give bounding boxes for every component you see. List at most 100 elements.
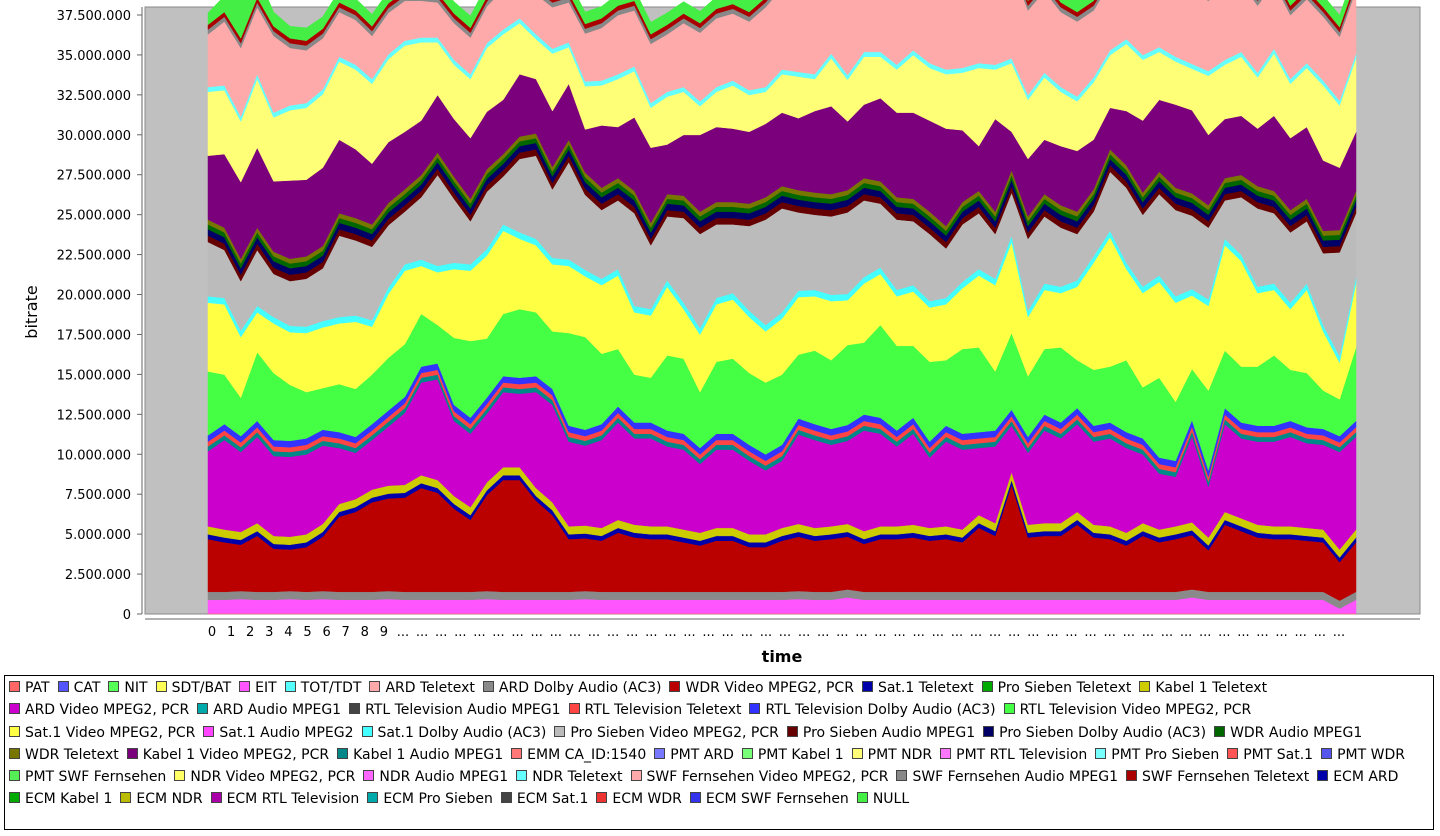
legend-swatch [239, 681, 251, 692]
legend-swatch [9, 747, 20, 759]
x-tick-label: ... [1142, 625, 1154, 640]
legend-item: WDR Audio MPEG1 [1214, 722, 1362, 744]
x-tick-label: 9 [380, 625, 388, 640]
x-tick-label: ... [1084, 625, 1096, 640]
legend-item: EIT [239, 677, 277, 699]
legend-label: WDR Teletext [25, 746, 119, 763]
legend-label: PMT RTL Television [956, 746, 1088, 763]
legend-item: RTL Television Audio MPEG1 [349, 699, 561, 721]
legend-swatch [856, 792, 868, 804]
legend-swatch [120, 792, 132, 804]
legend-swatch [568, 703, 580, 715]
legend-label: WDR Audio MPEG1 [1230, 724, 1363, 741]
x-tick-label: ... [798, 625, 810, 640]
x-tick-label: ... [1294, 625, 1306, 640]
legend-item: ECM Sat.1 [500, 788, 589, 810]
legend-item: PMT NDR [851, 744, 932, 766]
legend: PAT CAT NIT SDT/BAT EIT TOT/TDT ARD Teletext AR… [4, 675, 1434, 830]
x-tick-label: ... [683, 625, 695, 640]
y-tick-label: 17.500.000 [57, 328, 131, 343]
legend-swatch [983, 725, 995, 737]
x-tick-label: 1 [227, 625, 235, 640]
x-tick-label: ... [1065, 625, 1077, 640]
x-tick-label: ... [1027, 625, 1039, 640]
legend-item: Sat.1 Audio MPEG2 [203, 722, 354, 744]
x-axis: 0 1 2 3 4 5 6 7 8 9..............................… [145, 618, 1420, 640]
legend-swatch [284, 681, 296, 692]
legend-item: TOT/TDT [284, 677, 362, 699]
legend-item: Kabel 1 Teletext [1139, 677, 1267, 699]
legend-swatch [1317, 770, 1329, 782]
x-tick-label: ... [912, 625, 924, 640]
legend-label: PMT ARD [670, 746, 734, 763]
x-tick-label: ... [1161, 625, 1173, 640]
legend-label: RTL Television Teletext [584, 702, 742, 719]
legend-label: Pro Sieben Audio MPEG1 [802, 724, 976, 741]
legend-swatch [940, 747, 952, 759]
x-tick-label: ... [741, 625, 753, 640]
x-tick-label: ... [721, 625, 733, 640]
y-axis-label: bitrate [22, 285, 41, 338]
legend-swatch [1321, 747, 1333, 759]
x-tick-label: ... [626, 625, 638, 640]
legend-swatch [9, 770, 20, 782]
x-tick-label: ... [473, 625, 485, 640]
x-tick-label: ... [1256, 625, 1268, 640]
legend-item: NDR Audio MPEG1 [363, 766, 508, 788]
x-tick-label: ... [1046, 625, 1058, 640]
x-tick-label: ... [779, 625, 791, 640]
legend-label: ECM RTL Television [226, 791, 360, 808]
legend-label: SWF Fernsehen Teletext [1142, 769, 1310, 786]
legend-label: ARD Teletext [385, 680, 475, 696]
legend-label: SDT/BAT [171, 680, 232, 696]
legend-swatch [337, 747, 349, 759]
legend-label: PAT [25, 680, 50, 696]
legend-item: PMT Kabel 1 [741, 744, 844, 766]
x-tick-label: ... [645, 625, 657, 640]
x-tick-label: ... [1180, 625, 1192, 640]
legend-swatch [630, 770, 642, 782]
x-tick-label: ... [970, 625, 982, 640]
legend-item: SWF Fernsehen Teletext [1126, 766, 1309, 788]
legend-label: EIT [255, 680, 277, 696]
legend-item: RTL Television Video MPEG2, PCR [1003, 699, 1251, 721]
legend-item: ARD Teletext [369, 677, 475, 699]
x-tick-label: ... [836, 625, 848, 640]
legend-label: ECM NDR [136, 791, 203, 808]
y-tick-label: 15.000.000 [57, 368, 131, 383]
legend-swatch [896, 770, 908, 782]
legend-item: SWF Fernsehen Video MPEG2, PCR [630, 766, 888, 788]
x-tick-label: 2 [246, 625, 254, 640]
legend-item: NULL [856, 788, 909, 810]
legend-item: SWF Fernsehen Audio MPEG1 [896, 766, 1118, 788]
legend-swatch [349, 703, 361, 715]
legend-label: ECM Sat.1 [516, 791, 589, 808]
legend-label: TOT/TDT [300, 680, 362, 696]
x-tick-label: 8 [361, 625, 369, 640]
y-tick-label: 7.500.000 [65, 488, 131, 503]
legend-item: ECM WDR [596, 788, 682, 810]
x-tick-label: ... [1314, 625, 1326, 640]
x-tick-label: ... [435, 625, 447, 640]
legend-swatch [363, 770, 375, 782]
y-tick-label: 2.500.000 [65, 568, 131, 583]
legend-label: Pro Sieben Teletext [997, 680, 1132, 696]
legend-label: ECM WDR [612, 791, 682, 808]
legend-item: NDR Video MPEG2, PCR [174, 766, 355, 788]
x-tick-label: ... [588, 625, 600, 640]
legend-label: NIT [124, 680, 148, 696]
legend-item: NDR Teletext [516, 766, 623, 788]
x-tick-label: ... [569, 625, 581, 640]
x-tick-label: ... [1218, 625, 1230, 640]
legend-item: Sat.1 Teletext [861, 677, 974, 699]
legend-item: Sat.1 Dolby Audio (AC3) [361, 722, 546, 744]
legend-item: SDT/BAT [155, 677, 232, 699]
legend-swatch [1227, 747, 1239, 759]
x-tick-label: 4 [284, 625, 292, 640]
legend-item: Pro Sieben Video MPEG2, PCR [554, 722, 779, 744]
legend-label: PMT WDR [1337, 746, 1405, 763]
legend-label: ECM Kabel 1 [25, 791, 113, 808]
legend-label: Kabel 1 Audio MPEG1 [353, 746, 504, 763]
legend-swatch [367, 792, 379, 804]
x-tick-label: ... [1008, 625, 1020, 640]
